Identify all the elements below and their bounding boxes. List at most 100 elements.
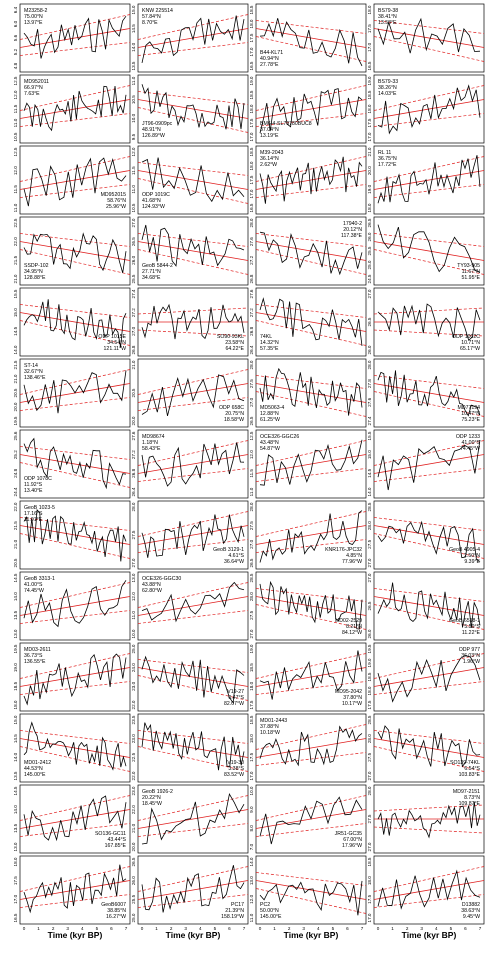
upper-confidence-line xyxy=(137,440,249,466)
site-name-label: GeoB 1926-2 xyxy=(142,789,173,795)
site-name-label: MD952011 xyxy=(24,79,49,85)
sst-series-line xyxy=(377,654,481,703)
y-tick-label: 26.0 xyxy=(367,629,372,638)
y-tick-label: 12.5 xyxy=(13,147,18,156)
site-name-label: ODP 977 xyxy=(459,647,480,653)
lower-confidence-line xyxy=(373,894,485,908)
longitude-label: 27.78°E xyxy=(260,62,279,68)
y-tick-label: 12.0 xyxy=(249,894,254,903)
y-tick-label: 15.5 xyxy=(367,431,372,440)
lower-confidence-line xyxy=(19,533,131,559)
trend-line xyxy=(373,454,485,474)
trend-line xyxy=(137,525,249,545)
y-tick-label: 18.0 xyxy=(367,686,372,695)
sst-series-line xyxy=(377,370,481,417)
upper-confidence-line xyxy=(255,511,367,537)
y-tick-label: 27.2 xyxy=(131,450,136,459)
y-tick-label: 14.0 xyxy=(13,592,18,601)
y-tick-label: 26.8 xyxy=(131,468,136,477)
sst-series-line xyxy=(23,15,127,59)
lower-confidence-line xyxy=(19,610,131,624)
y-tick-label: 17.0 xyxy=(249,771,254,780)
y-tick-label: 18.5 xyxy=(367,672,372,681)
y-tick-label: 20.5 xyxy=(131,388,136,397)
lower-confidence-line xyxy=(19,894,131,908)
latitude-label: 17.16°S xyxy=(24,511,43,517)
lower-confidence-line xyxy=(19,249,131,275)
site-name-label: KNW 225514 xyxy=(142,8,173,14)
y-tick-label: 21.0 xyxy=(131,360,136,369)
y-tick-label: 19.0 xyxy=(249,76,254,85)
y-tick-label: 24.5 xyxy=(367,274,372,283)
upper-confidence-line xyxy=(255,20,367,34)
y-tick-label: 17.5 xyxy=(367,700,372,709)
y-tick-label: 10.0 xyxy=(131,629,136,638)
y-tick-label: 18.0 xyxy=(13,700,18,709)
site-name-label: SO139-74KL xyxy=(450,760,480,766)
sst-series-line xyxy=(141,374,245,416)
y-tick-label: 12.0 xyxy=(131,592,136,601)
latitude-label: 34.54°N xyxy=(107,340,126,346)
y-tick-label: 13.0 xyxy=(13,629,18,638)
upper-confidence-line xyxy=(19,369,131,395)
y-tick-label: 28.0 xyxy=(367,521,372,530)
upper-confidence-line xyxy=(255,440,367,466)
latitude-label: 36.03°N xyxy=(461,653,480,659)
sst-series-line xyxy=(377,520,481,562)
y-tick-label: 17.0 xyxy=(249,189,254,198)
trend-line xyxy=(255,383,367,403)
sst-series-line xyxy=(377,582,481,629)
y-tick-label: 26.0 xyxy=(131,255,136,264)
y-tick-label: 27.4 xyxy=(131,289,136,298)
sst-series-line xyxy=(377,84,481,135)
sst-series-line xyxy=(259,367,363,416)
y-tick-label: 19.0 xyxy=(367,184,372,193)
latitude-label: 37.04°N xyxy=(260,127,279,133)
x-tick-label: 5 xyxy=(332,926,335,931)
y-tick-label: 13.0 xyxy=(131,573,136,582)
sst-series-line xyxy=(141,514,245,558)
y-tick-label: 20.0 xyxy=(131,842,136,851)
site-name-label: MD5063-4 xyxy=(260,405,284,411)
y-tick-label: 25.0 xyxy=(131,913,136,922)
y-tick-label: 19.0 xyxy=(249,644,254,653)
y-tick-label: 20.5 xyxy=(13,388,18,397)
longitude-label: 8.70°E xyxy=(142,20,158,26)
x-tick-label: 2 xyxy=(288,926,291,931)
lower-confidence-line xyxy=(373,681,485,695)
y-tick-label: 28.0 xyxy=(131,502,136,511)
longitude-label: 9.45°W xyxy=(463,914,480,920)
y-tick-label: 27.0 xyxy=(367,842,372,851)
y-tick-label: 23.0 xyxy=(131,786,136,795)
y-tick-label: 22.0 xyxy=(131,771,136,780)
longitude-label: 62.80°W xyxy=(142,588,162,594)
sst-series-line xyxy=(259,796,363,845)
sst-series-line xyxy=(259,880,363,916)
longitude-label: 34.68°E xyxy=(142,275,161,281)
latitude-label: 36.73°S xyxy=(24,653,43,659)
trend-line xyxy=(373,99,485,119)
latitude-label: 20.75°N xyxy=(225,411,244,417)
y-tick-label: 19.5 xyxy=(367,644,372,653)
sst-series-line xyxy=(141,157,245,203)
latitude-label: 57.84°N xyxy=(142,14,161,20)
y-tick-label: 18.5 xyxy=(249,715,254,724)
y-tick-label: 28.5 xyxy=(249,573,254,582)
y-tick-label: 26.4 xyxy=(131,487,136,496)
y-tick-label: 20.5 xyxy=(13,558,18,567)
longitude-label: 138.46°E xyxy=(24,375,46,381)
y-tick-label: 18.5 xyxy=(249,5,254,14)
y-tick-label: 17.5 xyxy=(249,175,254,184)
y-tick-label: 27.0 xyxy=(249,539,254,548)
upper-confidence-line xyxy=(137,162,249,176)
y-tick-label: 27.0 xyxy=(367,771,372,780)
y-tick-label: 18.0 xyxy=(249,734,254,743)
x-tick-label: 5 xyxy=(96,926,99,931)
sst-series-line xyxy=(259,650,363,700)
longitude-label: 117.38°E xyxy=(341,233,363,239)
y-tick-label: 26.4 xyxy=(249,345,254,354)
y-tick-label: 10.0 xyxy=(131,113,136,122)
upper-confidence-line xyxy=(255,375,367,389)
latitude-label: 6.54°S xyxy=(464,766,480,772)
y-tick-label: 21.0 xyxy=(13,539,18,548)
